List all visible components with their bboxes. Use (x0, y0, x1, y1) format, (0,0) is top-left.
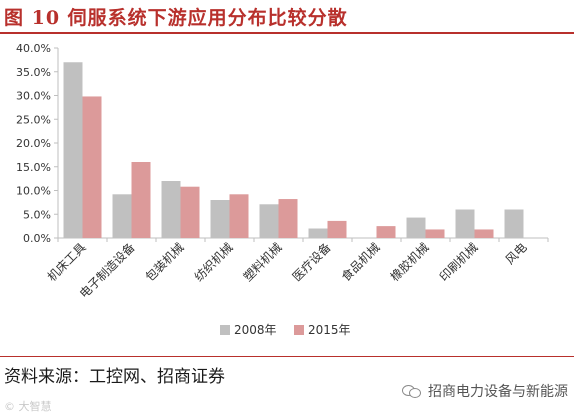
y-tick-label: 10.0% (16, 185, 51, 198)
source-note: 资料来源：工控网、招商证券 (4, 367, 225, 387)
source-divider (0, 356, 574, 357)
bar-2008 (112, 194, 132, 238)
figure-title: 图 10 伺服系统下游应用分布比较分散 (4, 7, 348, 29)
bar-2008 (259, 204, 279, 238)
y-tick-label: 20.0% (16, 137, 51, 150)
y-tick-label: 30.0% (16, 90, 51, 103)
bar-2008 (308, 228, 328, 238)
y-tick-label: 35.0% (16, 66, 51, 79)
bar-2015 (376, 226, 396, 238)
bar-2015 (327, 220, 347, 238)
brand-footer: 招商电力设备与新能源 (402, 381, 568, 401)
figure-header: 图 10 伺服系统下游应用分布比较分散 (0, 0, 574, 34)
x-tick-label: 纺织机械 (191, 240, 236, 285)
x-tick-label: 医疗设备 (290, 240, 334, 284)
bar-2008 (63, 62, 83, 238)
x-tick-label: 橡胶机械 (387, 240, 432, 285)
x-tick-label: 风电 (503, 240, 530, 267)
y-tick-label: 25.0% (16, 113, 51, 126)
y-tick-label: 5.0% (23, 208, 51, 221)
legend-swatch (294, 325, 304, 335)
x-tick-label: 印刷机械 (436, 240, 481, 285)
wechat-icon (402, 384, 422, 398)
y-tick-label: 15.0% (16, 161, 51, 174)
legend-label: 2015年 (308, 323, 351, 337)
legend-label: 2008年 (234, 323, 277, 337)
bar-2015 (180, 186, 200, 238)
bar-2008 (504, 209, 524, 238)
y-tick-label: 0.0% (23, 232, 51, 245)
bar-chart: 0.0% 5.0% 10.0% 15.0% 20.0% 25.0% 30.0% 35.0% 40… (0, 34, 574, 354)
legend-swatch (220, 325, 230, 335)
bar-2015 (131, 162, 151, 238)
x-tick-label: 食品机械 (338, 240, 383, 285)
bar-2015 (82, 96, 102, 238)
bar-2008 (161, 181, 181, 238)
y-tick-label: 40.0% (16, 42, 51, 55)
x-tick-label: 机床工具 (45, 240, 89, 284)
bar-2015 (278, 199, 298, 238)
bar-2008 (455, 209, 475, 238)
brand-name: 招商电力设备与新能源 (428, 384, 568, 400)
x-tick-label: 塑料机械 (240, 240, 285, 285)
title-divider (0, 32, 574, 34)
bar-2008 (406, 217, 426, 238)
bar-2008 (210, 200, 230, 238)
chart-svg: 0.0% 5.0% 10.0% 15.0% 20.0% 25.0% 30.0% 35.0% 40… (16, 42, 549, 337)
watermark: © 大智慧 (4, 400, 52, 413)
bar-2015 (229, 194, 249, 238)
bar-2015 (474, 229, 494, 238)
x-tick-label: 包装机械 (142, 240, 187, 285)
bar-2015 (425, 229, 445, 238)
